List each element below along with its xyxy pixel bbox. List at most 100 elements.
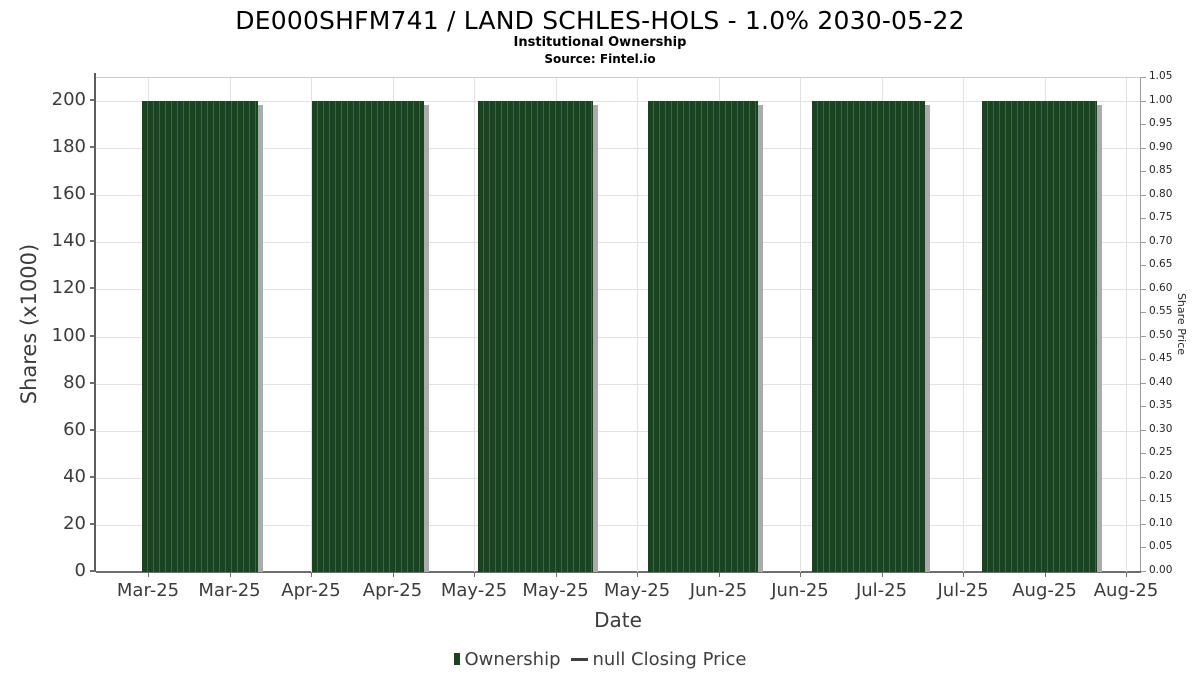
x-tick-label: Apr-25 [362,580,423,601]
y-right-tick-mark [1141,171,1146,173]
y-left-tick-label: 60 [63,418,86,440]
x-tick-mark [1044,572,1046,577]
x-tick-label: Mar-25 [116,580,180,601]
y-right-tick-label: 0.35 [1149,399,1173,412]
y-right-tick-mark [1141,359,1146,361]
x-tick-mark [474,572,475,577]
line-swatch-icon [570,657,588,661]
x-tick-mark [881,572,883,577]
y-right-tick-label: 0.60 [1149,281,1173,294]
gridline-vertical [1126,78,1127,572]
y-right-tick-label: 0.70 [1149,234,1173,247]
x-axis-title: Date [594,608,642,632]
y-right-tick-label: 0.90 [1149,140,1173,153]
y-left-tick-mark [90,570,95,572]
x-tick-mark [229,572,231,577]
x-tick-label: May-25 [522,580,589,601]
ownership-bar [648,101,758,572]
gridline-horizontal [96,195,1140,197]
y-left-tick-label: 100 [51,324,86,346]
gridline-horizontal [96,336,1140,338]
ownership-bar [142,101,258,572]
y-right-tick-mark [1141,500,1146,502]
y-right-tick-label: 0.25 [1149,446,1173,459]
y-right-tick-label: 0.80 [1149,187,1173,200]
gridline-horizontal [96,101,1140,102]
y-right-tick-mark [1141,335,1146,337]
x-axis-line [96,571,1141,573]
x-tick-mark [963,572,964,577]
bar-swatch-icon [453,653,460,665]
chart-subtitle: Institutional Ownership [513,35,687,50]
y-right-tick-mark [1141,453,1146,455]
chart-title: DE000SHFM741 / LAND SCHLES-HOLS - 1.0% 2… [235,6,965,35]
legend: Ownership null Closing Price [0,646,1200,672]
legend-item-ownership: Ownership [453,648,561,670]
y-left-tick-label: 200 [51,89,86,110]
y-right-tick-mark [1141,194,1146,196]
x-tick-label: Jul-25 [855,580,908,601]
y-right-tick-mark [1141,100,1146,102]
x-tick-label: Apr-25 [281,580,341,601]
ownership-bar [982,101,1097,572]
x-tick-mark [718,572,720,577]
x-tick-label: Jun-25 [771,580,829,601]
y-right-tick-label: 0.95 [1149,117,1173,130]
gridline-horizontal [96,524,1140,526]
legend-item-closing-price: null Closing Price [570,648,747,670]
y-left-tick-mark [90,287,95,290]
y-right-tick-label: 0.75 [1149,211,1173,224]
plot-area [96,77,1141,572]
y-right-tick-label: 0.15 [1149,493,1173,506]
y-right-tick-mark [1141,523,1146,525]
y-right-tick-mark [1141,77,1146,78]
legend-label-closing-price: null Closing Price [592,648,747,670]
y-right-tick-label: 0.55 [1149,305,1173,318]
y-right-tick-mark [1141,218,1146,220]
y-left-tick-mark [90,240,95,243]
x-tick-mark [637,572,638,577]
y-right-tick-label: 1.05 [1149,70,1173,82]
x-tick-label: Mar-25 [198,580,261,601]
y-right-tick-mark [1141,147,1146,149]
x-tick-label: Jun-25 [689,580,748,601]
y-left-tick-mark [90,193,95,196]
x-tick-label: May-25 [603,580,671,601]
y-right-tick-mark [1141,429,1146,431]
gridline-vertical [311,78,312,572]
y-left-tick-mark [90,381,95,384]
legend-label-ownership: Ownership [464,648,561,670]
y-axis-line-left [94,73,96,572]
y-left-tick-label: 20 [63,512,86,534]
y-right-tick-label: 0.10 [1149,516,1173,529]
y-right-tick-label: 0.00 [1149,564,1173,576]
gridline-horizontal [96,289,1140,291]
x-tick-label: Aug-25 [1093,580,1159,601]
x-tick-mark [148,572,149,577]
y-left-tick-mark [90,522,95,525]
y-left-tick-label: 140 [51,230,86,252]
ownership-bar [478,101,593,572]
x-tick-mark [311,572,312,577]
y-right-tick-mark [1141,312,1146,314]
x-tick-label: May-25 [440,580,508,601]
y-right-tick-label: 0.85 [1149,164,1173,177]
y-left-tick-mark [90,428,95,431]
x-tick-mark [555,572,557,577]
y-right-tick-mark [1141,571,1146,572]
y-right-tick-label: 1.00 [1149,93,1173,106]
y-right-tick-label: 0.05 [1149,540,1173,553]
y-right-tick-label: 0.20 [1149,469,1173,482]
gridline-horizontal [96,148,1140,150]
y-left-tick-label: 120 [51,277,86,299]
x-tick-mark [800,572,801,577]
y-right-tick-label: 0.45 [1149,352,1173,365]
y-left-tick-mark [90,475,95,478]
y-right-tick-mark [1141,241,1146,243]
y-right-tick-mark [1141,476,1146,478]
gridline-horizontal [96,242,1140,244]
y-right-tick-mark [1141,265,1146,267]
y-left-tick-label: 40 [63,465,86,487]
gridline-horizontal [96,477,1140,479]
chart-source-attribution: Source: Fintel.io [544,52,656,66]
